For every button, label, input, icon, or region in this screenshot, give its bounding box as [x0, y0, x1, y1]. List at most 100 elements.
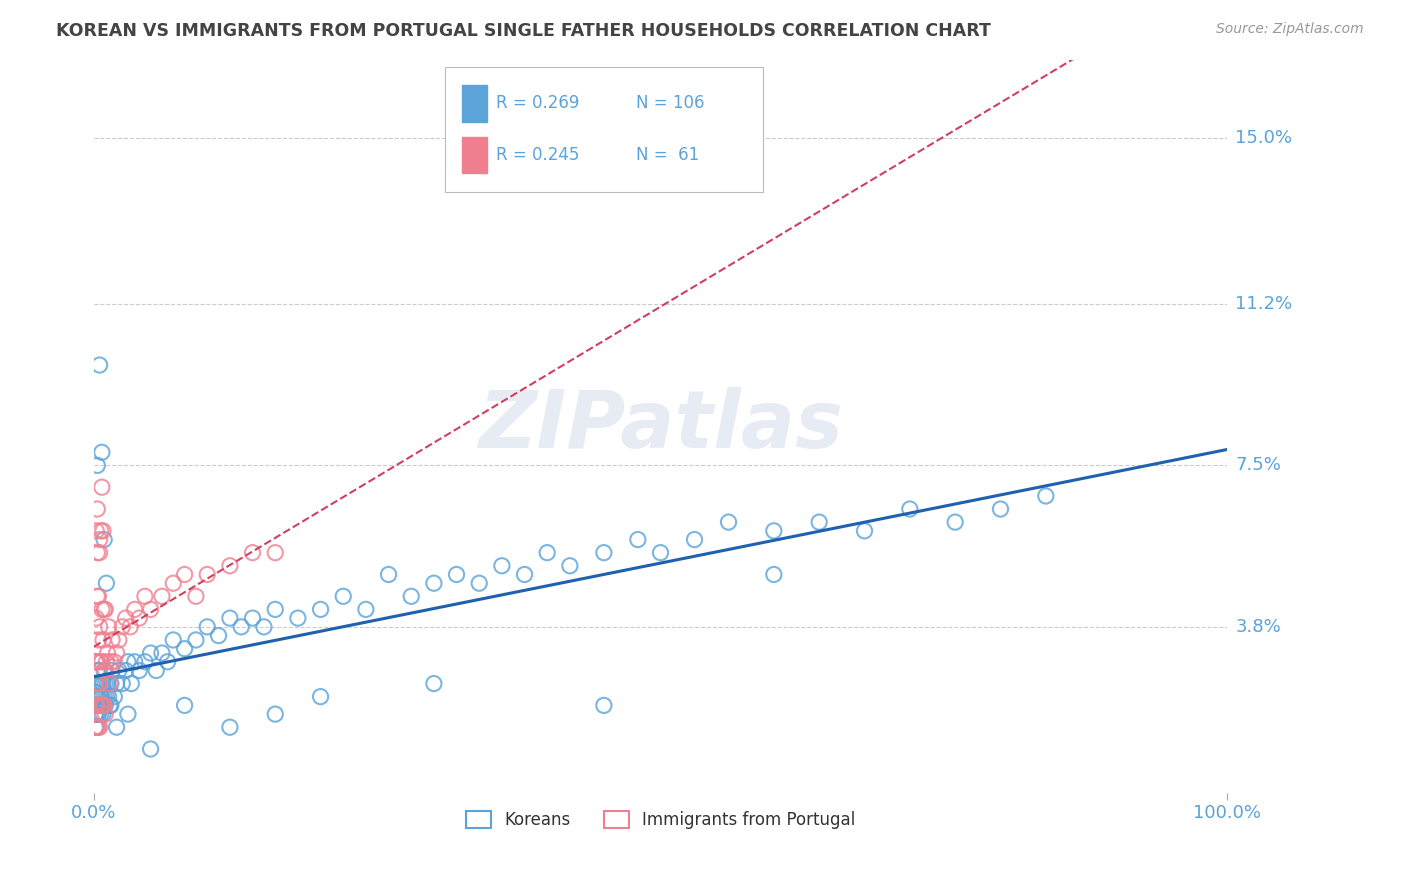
Point: [105, 720, 128, 734]
Point: [101, 632, 124, 647]
Point: [90, 602, 112, 616]
Point: [287, 611, 309, 625]
Point: [94, 664, 117, 678]
Point: [84, 698, 107, 713]
Point: [84, 698, 107, 713]
Point: [111, 676, 134, 690]
Point: [592, 546, 614, 560]
Point: [264, 602, 287, 616]
Point: [124, 602, 146, 616]
Point: [84, 698, 107, 713]
Point: [124, 655, 146, 669]
Point: [117, 655, 139, 669]
Point: [898, 502, 921, 516]
Point: [150, 646, 173, 660]
Point: [89, 358, 111, 372]
Point: [558, 558, 581, 573]
Point: [86, 690, 108, 704]
Point: [84, 524, 107, 538]
Point: [93, 690, 115, 704]
Text: R = 0.269: R = 0.269: [496, 95, 579, 112]
Point: [89, 533, 111, 547]
Point: [943, 515, 966, 529]
Point: [100, 676, 122, 690]
Point: [96, 655, 118, 669]
Point: [84, 685, 107, 699]
Point: [84, 676, 107, 690]
Point: [114, 664, 136, 678]
Point: [399, 589, 422, 603]
Point: [84, 707, 107, 722]
Text: KOREAN VS IMMIGRANTS FROM PORTUGAL SINGLE FATHER HOUSEHOLDS CORRELATION CHART: KOREAN VS IMMIGRANTS FROM PORTUGAL SINGL…: [56, 22, 991, 40]
Point: [683, 533, 706, 547]
Point: [97, 620, 120, 634]
Point: [242, 546, 264, 560]
Point: [536, 546, 558, 560]
Point: [145, 664, 167, 678]
Point: [120, 676, 142, 690]
Point: [105, 646, 128, 660]
Point: [446, 567, 468, 582]
Point: [89, 698, 111, 713]
Point: [491, 558, 513, 573]
Point: [309, 602, 332, 616]
Point: [89, 720, 111, 734]
Text: 11.2%: 11.2%: [1236, 295, 1292, 313]
Point: [89, 620, 111, 634]
Point: [108, 632, 131, 647]
Point: [93, 602, 115, 616]
Point: [84, 720, 107, 734]
Point: [762, 567, 785, 582]
Point: [90, 445, 112, 459]
Point: [98, 676, 121, 690]
Point: [86, 458, 108, 473]
Point: [87, 698, 110, 713]
Point: [90, 690, 112, 704]
Point: [87, 690, 110, 704]
Point: [94, 676, 117, 690]
Text: Source: ZipAtlas.com: Source: ZipAtlas.com: [1216, 22, 1364, 37]
Point: [86, 664, 108, 678]
Point: [101, 664, 124, 678]
Text: 3.8%: 3.8%: [1236, 618, 1281, 636]
Point: [264, 546, 287, 560]
Point: [377, 567, 399, 582]
Point: [91, 698, 114, 713]
Point: [332, 589, 354, 603]
Point: [89, 676, 111, 690]
Point: [717, 515, 740, 529]
Point: [91, 698, 114, 713]
Point: [84, 611, 107, 625]
Point: [128, 664, 150, 678]
Point: [86, 655, 108, 669]
Point: [86, 502, 108, 516]
Point: [173, 698, 195, 713]
Point: [86, 698, 108, 713]
Point: [90, 480, 112, 494]
Point: [111, 620, 134, 634]
Point: [87, 676, 110, 690]
Point: [627, 533, 650, 547]
Point: [86, 589, 108, 603]
Point: [86, 698, 108, 713]
Point: [128, 611, 150, 625]
Point: [94, 698, 117, 713]
FancyBboxPatch shape: [446, 67, 762, 192]
Point: [162, 576, 184, 591]
Point: [87, 632, 110, 647]
Point: [173, 567, 195, 582]
Point: [231, 620, 253, 634]
Point: [309, 690, 332, 704]
Point: [162, 632, 184, 647]
Point: [91, 632, 114, 647]
Point: [87, 720, 110, 734]
Legend: Koreans, Immigrants from Portugal: Koreans, Immigrants from Portugal: [460, 804, 862, 836]
Point: [93, 664, 115, 678]
Text: N = 106: N = 106: [636, 95, 704, 112]
Point: [264, 707, 287, 722]
Point: [89, 664, 111, 678]
Point: [91, 524, 114, 538]
Text: N =  61: N = 61: [636, 146, 699, 164]
Point: [86, 546, 108, 560]
Point: [108, 664, 131, 678]
